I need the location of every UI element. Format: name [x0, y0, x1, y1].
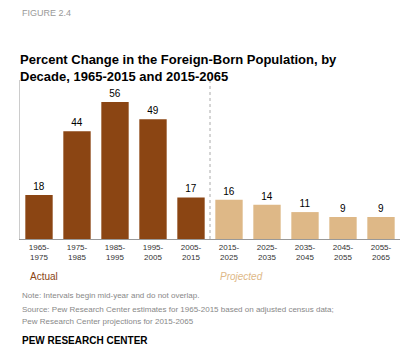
svg-text:2025-2035: 2025-2035 — [257, 243, 278, 262]
svg-text:2015-2025: 2015-2025 — [219, 243, 240, 262]
svg-text:1995-2005: 1995-2005 — [143, 243, 164, 262]
svg-text:PEW RESEARCH CENTER: PEW RESEARCH CENTER — [22, 335, 148, 346]
svg-text:17: 17 — [185, 183, 197, 194]
svg-text:16: 16 — [223, 186, 235, 197]
svg-text:49: 49 — [147, 105, 159, 116]
svg-text:9: 9 — [378, 203, 384, 214]
svg-text:Actual: Actual — [30, 271, 58, 282]
svg-text:18: 18 — [33, 181, 45, 192]
svg-text:FIGURE 2.4: FIGURE 2.4 — [22, 8, 71, 18]
svg-text:2045-2055: 2045-2055 — [333, 243, 354, 262]
svg-text:2035-2045: 2035-2045 — [295, 243, 316, 262]
svg-text:Pew Research Center projection: Pew Research Center projections for 2015… — [22, 317, 194, 326]
svg-text:11: 11 — [300, 198, 311, 209]
svg-text:1965-1975: 1965-1975 — [29, 243, 50, 262]
svg-text:14: 14 — [261, 191, 273, 202]
svg-text:1975-1985: 1975-1985 — [67, 243, 88, 262]
svg-text:Percent Change in the Foreign-: Percent Change in the Foreign-Born Popul… — [20, 52, 337, 84]
svg-text:Projected: Projected — [220, 271, 263, 282]
svg-text:1985-1995: 1985-1995 — [105, 243, 126, 262]
svg-text:2055-2065: 2055-2065 — [371, 243, 392, 262]
svg-text:Source: Pew Research Center es: Source: Pew Research Center estimates fo… — [22, 305, 334, 314]
svg-text:44: 44 — [71, 117, 83, 128]
svg-text:2005-2015: 2005-2015 — [181, 243, 202, 262]
svg-text:56: 56 — [109, 88, 121, 99]
svg-text:9: 9 — [340, 203, 346, 214]
svg-text:Note: Intervals begin mid-year: Note: Intervals begin mid-year and do no… — [22, 291, 199, 300]
